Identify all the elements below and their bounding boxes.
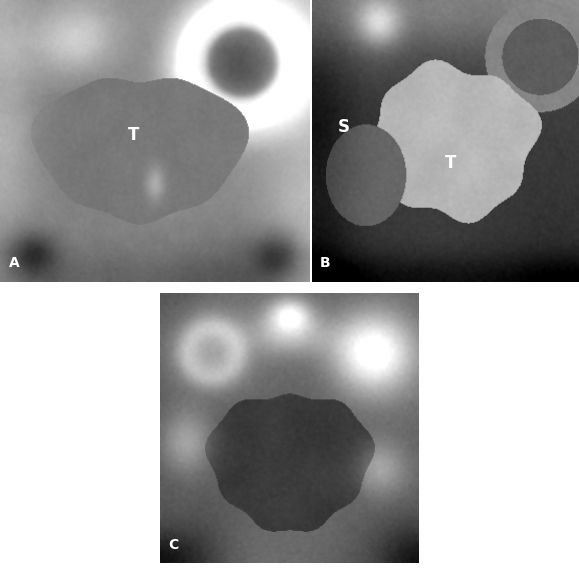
Text: A: A <box>9 257 20 270</box>
Text: T: T <box>127 126 139 144</box>
Text: T: T <box>445 154 456 172</box>
Text: S: S <box>338 118 350 136</box>
Text: C: C <box>168 538 178 552</box>
Text: B: B <box>320 257 330 270</box>
